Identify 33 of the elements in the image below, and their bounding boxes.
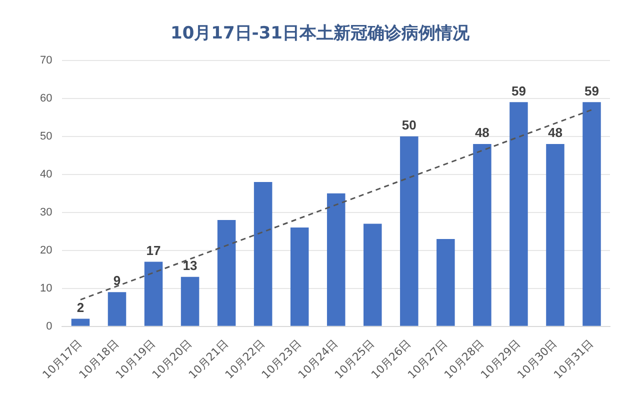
data-label: 59 [511, 83, 526, 98]
chart-title: 10月17日-31日本土新冠确诊病例情况 [170, 24, 471, 44]
bar [326, 193, 346, 326]
data-label: 13 [182, 258, 198, 274]
y-tick-label: 40 [40, 168, 52, 180]
bar [108, 292, 126, 326]
bar [436, 238, 455, 326]
data-label: 17 [146, 242, 161, 258]
data-label: 59 [584, 83, 599, 98]
bar [364, 224, 382, 326]
y-tick-label: 70 [40, 54, 52, 66]
bar [290, 228, 309, 326]
y-tick-label: 30 [40, 206, 52, 218]
data-label: 50 [402, 117, 416, 132]
y-tick-label: 10 [40, 282, 52, 294]
bar [510, 102, 528, 326]
y-tick-label: 60 [40, 92, 52, 104]
bar [546, 144, 564, 326]
y-tick-label: 20 [40, 244, 52, 256]
bar [582, 102, 601, 326]
bar [217, 220, 236, 326]
y-tick-label: 50 [40, 130, 52, 142]
data-label: 9 [113, 273, 121, 288]
bar [254, 182, 272, 326]
bar [180, 276, 200, 326]
bar [473, 144, 492, 326]
y-tick-label: 0 [46, 320, 52, 332]
bar [144, 262, 163, 326]
bar [400, 136, 418, 326]
data-label: 48 [474, 125, 490, 140]
data-label: 48 [548, 125, 562, 140]
data-label: 2 [76, 300, 84, 315]
bar [71, 318, 90, 326]
